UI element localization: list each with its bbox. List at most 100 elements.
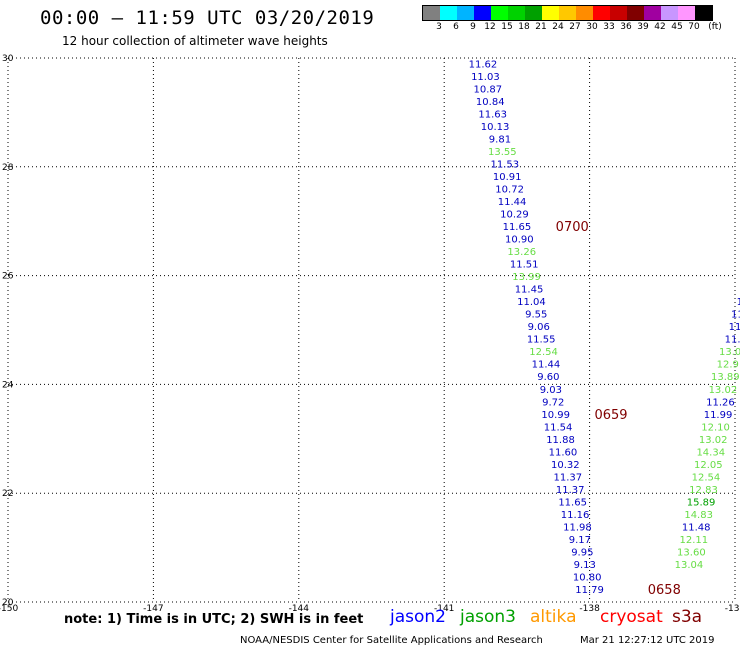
swh-value-label: 14.34 [696, 447, 725, 458]
swh-value-label: 11.88 [546, 435, 575, 446]
color-legend: 3 6 9 12 15 18 21 24 27 30 33 36 39 42 45 70 (ft) [422, 5, 728, 35]
swh-value-label: 11.45 [515, 285, 544, 296]
swh-value-label: 12.54 [529, 347, 558, 358]
swh-value-label: 10.72 [495, 185, 524, 196]
swh-value-label: 12.9 [717, 360, 739, 371]
pass-time-label: 0658 [648, 583, 681, 598]
legend-label: 36 [620, 22, 632, 32]
swh-value-label: 12.05 [694, 460, 723, 471]
swh-value-label: 11.26 [706, 397, 735, 408]
lat-tick-label: 22 [2, 489, 13, 499]
swh-value-label: 11.60 [549, 447, 578, 458]
swh-value-label: 14.83 [684, 510, 713, 521]
swh-value-label: 11.16 [561, 510, 590, 521]
satellite-label-cryosat: cryosat [600, 607, 663, 627]
satellite-label-altika: altika [530, 607, 577, 627]
lon-tick-label: -135 [725, 604, 740, 614]
swh-value-label: 12.11 [679, 535, 708, 546]
footer-note: note: 1) Time is in UTC; 2) SWH is in fe… [64, 612, 364, 627]
swh-value-label: 9.72 [542, 397, 564, 408]
swh-value-label: 10.13 [481, 122, 510, 133]
legend-label: 6 [453, 22, 459, 32]
legend-swatch [440, 6, 457, 20]
lat-tick-label: 26 [2, 272, 14, 282]
swh-value-label: 11.65 [558, 497, 587, 508]
swh-value-label: 12.10 [701, 422, 730, 433]
swh-value-label: 11.63 [478, 109, 507, 120]
legend-label: 45 [671, 22, 683, 32]
swh-value-label: 10.91 [493, 172, 522, 183]
swh-value-label: 11.37 [556, 485, 585, 496]
legend-label: 9 [470, 22, 476, 32]
pass-time-label: 0700 [556, 220, 589, 235]
swh-value-label: 11.03 [471, 72, 500, 83]
legend-label: 27 [569, 22, 581, 32]
page-title: 00:00 – 11:59 UTC 03/20/2019 [40, 7, 375, 29]
page-subtitle: 12 hour collection of altimeter wave hei… [62, 34, 328, 48]
swh-value-label: 10.29 [500, 210, 529, 221]
swh-value-label: 13.89 [711, 372, 740, 383]
lon-tick-label: -150 [0, 604, 18, 614]
legend-label: 21 [535, 22, 547, 32]
swh-value-label: 15.89 [687, 497, 716, 508]
swh-value-label: 11.62 [469, 59, 498, 70]
legend-swatch [542, 6, 559, 20]
legend-swatch [423, 6, 440, 20]
legend-label: 3 [436, 22, 442, 32]
swh-value-label: 10.84 [476, 97, 505, 108]
legend-swatch [593, 6, 610, 20]
legend-swatch [644, 6, 661, 20]
swh-value-label: 9.06 [528, 322, 550, 333]
swh-value-label: 11.51 [510, 260, 539, 271]
timestamp-text: Mar 21 12:27:12 UTC 2019 [580, 635, 715, 646]
swh-value-label: 13.0 [719, 347, 740, 358]
lon-tick-label: -138 [579, 604, 600, 614]
swh-value-label: 11.98 [563, 522, 592, 533]
swh-value-label: 11 [729, 322, 740, 333]
lon-tick-label: -141 [434, 604, 454, 614]
swh-value-label: 9.95 [571, 547, 593, 558]
legend-swatch [457, 6, 474, 20]
swh-value-label: 10.87 [473, 84, 502, 95]
legend-swatch [474, 6, 491, 20]
swh-value-label: 9.60 [537, 372, 559, 383]
swh-value-label: 11. [725, 335, 740, 346]
swh-value-label: 11.79 [575, 585, 604, 596]
swh-value-label: 11.54 [544, 422, 573, 433]
swh-value-label: 10.80 [573, 572, 602, 583]
swh-value-label: 13.99 [512, 272, 541, 283]
pass-time-label: 0659 [594, 408, 627, 423]
swh-value-label: 11 [731, 310, 740, 321]
lat-tick-label: 30 [2, 54, 14, 64]
legend-swatch [678, 6, 695, 20]
legend-swatch [661, 6, 678, 20]
swh-value-label: 10.90 [505, 235, 534, 246]
swh-value-label: 13.26 [507, 247, 536, 258]
swh-value-label: 10.32 [551, 460, 580, 471]
swh-value-label: 9.17 [569, 535, 591, 546]
legend-label: 30 [586, 22, 598, 32]
lat-tick-label: 20 [2, 598, 14, 608]
swh-value-label: 10.99 [541, 410, 570, 421]
swh-value-label: 11.04 [517, 297, 546, 308]
lat-tick-label: 28 [2, 163, 14, 173]
legend-swatch [610, 6, 627, 20]
legend-swatch [576, 6, 593, 20]
swh-value-label: 11.55 [527, 335, 556, 346]
swh-value-label: 11.48 [682, 522, 711, 533]
swh-value-label: 9.13 [574, 560, 596, 571]
swh-value-label: 11.44 [532, 360, 561, 371]
legend-label: 24 [552, 22, 564, 32]
swh-value-label: 9.03 [540, 385, 562, 396]
swh-value-label: 13.02 [709, 385, 738, 396]
swh-value-label: 1 [737, 297, 740, 308]
legend-label: 33 [603, 22, 615, 32]
legend-label: 12 [484, 22, 496, 32]
swh-value-label: 12.83 [689, 485, 718, 496]
swh-value-label: 11.37 [553, 472, 582, 483]
swh-value-label: 9.81 [489, 135, 511, 146]
satellite-label-s3a: s3a [672, 607, 703, 627]
swh-value-label: 9.55 [525, 310, 547, 321]
credit-text: NOAA/NESDIS Center for Satellite Applica… [240, 635, 543, 646]
